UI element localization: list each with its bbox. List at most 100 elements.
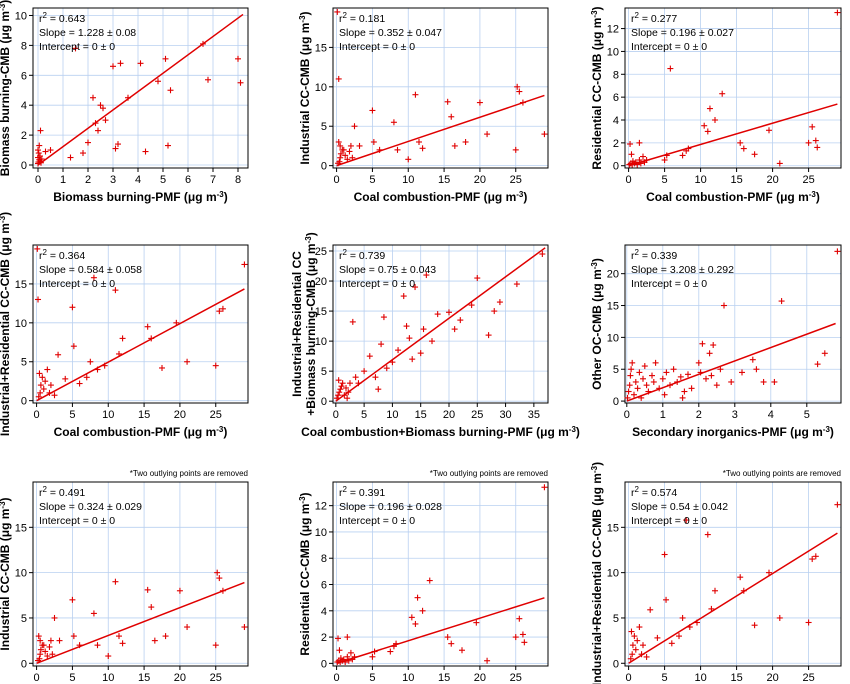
data-point (409, 356, 416, 363)
data-point (459, 647, 465, 654)
data-point (51, 614, 58, 621)
data-point (663, 152, 670, 159)
data-point (339, 657, 346, 664)
data-point (663, 596, 670, 603)
data-point (105, 653, 112, 660)
data-point (38, 159, 44, 166)
data-point (36, 370, 43, 377)
data-point (448, 640, 455, 647)
data-point (484, 657, 491, 664)
data-point (412, 284, 419, 291)
x-tick-label: 5 (160, 174, 166, 186)
fit-line (36, 581, 245, 664)
outlier-note: *Two outlying points are removed (723, 469, 841, 478)
data-point (468, 302, 475, 309)
data-point (834, 501, 841, 508)
data-point (36, 655, 43, 662)
plot-frame (32, 481, 249, 667)
y-tick-label: 4 (321, 606, 327, 618)
data-point (94, 642, 101, 649)
data-point (90, 94, 96, 101)
y-tick-label: 5 (321, 366, 327, 378)
data-point (661, 551, 668, 558)
data-point (49, 651, 56, 658)
data-point (137, 60, 144, 67)
x-tick-label: 0 (333, 409, 339, 421)
data-point (347, 142, 354, 149)
data-point (628, 151, 635, 158)
data-point (631, 391, 637, 398)
data-point (90, 610, 97, 617)
data-point (212, 642, 219, 649)
x-tick-label: 3 (732, 409, 738, 421)
x-tick-label: 6 (185, 174, 191, 186)
data-point (513, 281, 520, 288)
data-point (512, 634, 519, 641)
data-point (778, 298, 785, 305)
data-point (337, 142, 344, 149)
data-point (90, 274, 97, 281)
y-tick-label: 0 (613, 658, 619, 670)
data-point (184, 624, 191, 631)
y-tick-label: 6 (321, 580, 327, 592)
data-point (102, 117, 109, 124)
x-tick-label: 25 (210, 672, 222, 684)
data-point (387, 648, 394, 655)
data-point (155, 78, 161, 85)
data-point (336, 389, 343, 396)
data-point (47, 637, 54, 644)
x-tick-label: 25 (802, 672, 814, 684)
data-point (37, 651, 44, 658)
plot-frame (332, 244, 549, 404)
data-point (521, 639, 528, 646)
data-point (110, 63, 116, 70)
data-point (708, 372, 715, 379)
data-point (629, 359, 636, 366)
data-point (47, 147, 54, 154)
x-tick-label: 25 (471, 409, 483, 421)
y-tick-label: 10 (315, 527, 327, 539)
data-point (162, 55, 169, 62)
y-tick-label: 10 (607, 332, 619, 344)
data-point (42, 148, 49, 155)
data-point (667, 65, 674, 72)
data-point (719, 90, 726, 97)
y-tick-label: 12 (607, 24, 619, 36)
x-tick-label: 20 (766, 174, 778, 186)
scatter-panel-5: 0 5 10 15 20 25 30 35 0 5 10 15 20 25 r2 = 0.739Slope … (290, 232, 580, 439)
data-point (376, 146, 383, 153)
data-point (821, 350, 828, 357)
data-point (539, 251, 546, 258)
stat-text: Intercept = 0 ± 0 (339, 278, 415, 290)
data-point (751, 622, 758, 629)
data-point (144, 586, 151, 593)
y-tick-label: 2 (321, 632, 327, 644)
x-tick-label: 0 (35, 174, 41, 186)
data-point (448, 113, 455, 120)
data-point (412, 620, 419, 627)
data-point (638, 394, 645, 401)
x-tick-label: 8 (235, 174, 241, 186)
stat-text: Slope = 0.196 ± 0.027 (631, 27, 734, 39)
data-point (35, 296, 42, 303)
data-point (629, 651, 636, 658)
data-point (683, 517, 690, 524)
data-point (681, 388, 688, 395)
data-point (704, 128, 711, 135)
data-point (148, 604, 155, 611)
data-point (51, 392, 58, 399)
x-tick-label: 15 (138, 409, 150, 421)
x-tick-label: 0 (626, 672, 632, 684)
stat-text: Intercept = 0 ± 0 (631, 515, 707, 527)
data-point (40, 642, 47, 649)
data-point (371, 648, 378, 655)
data-point (414, 594, 421, 601)
y-tick-label: 12 (315, 501, 327, 513)
data-point (541, 131, 548, 138)
data-point (347, 649, 354, 656)
x-tick-label: 25 (802, 174, 814, 186)
data-point (101, 362, 108, 369)
x-tick-label: 0 (626, 174, 632, 186)
